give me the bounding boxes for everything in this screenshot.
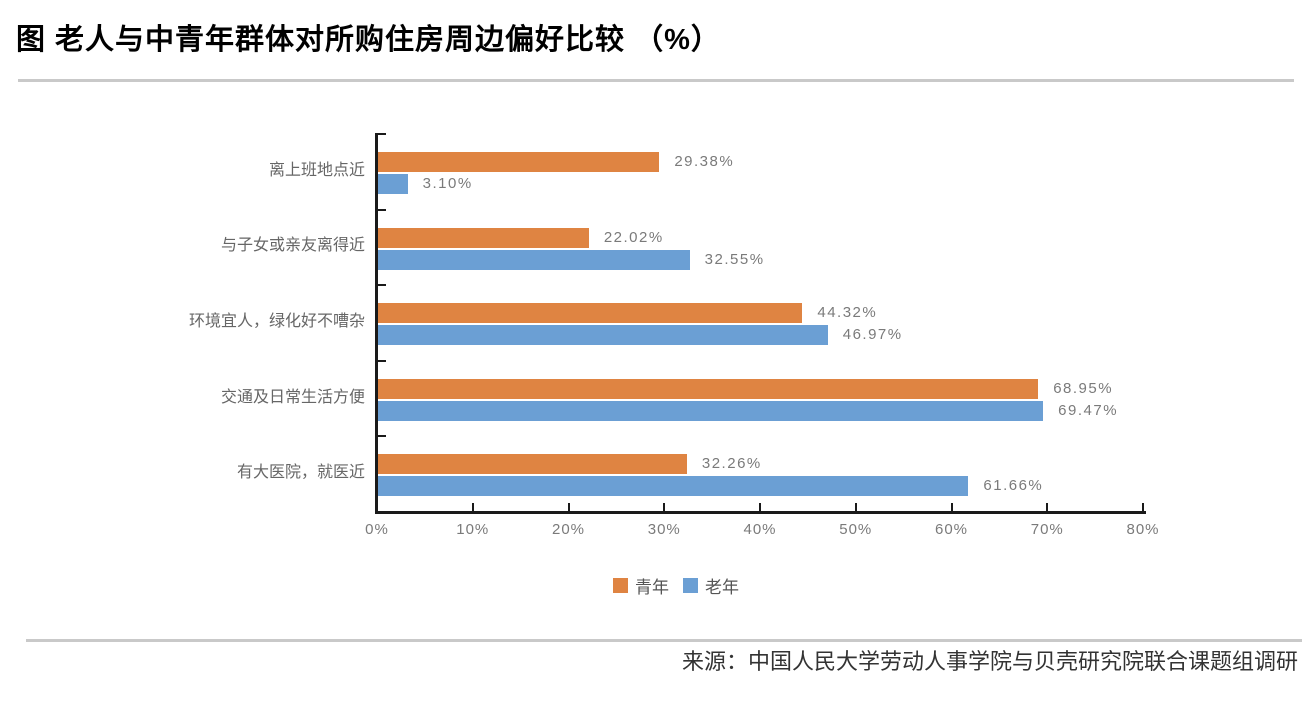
value-label: 68.95% [1053,379,1114,397]
x-axis-tick-label: 0% [365,521,389,538]
x-axis-tick [567,503,570,511]
bar-youth-2 [378,303,803,324]
x-axis-tick [854,503,857,511]
y-axis-tick [378,359,386,362]
x-axis-tick [1046,503,1049,511]
value-label: 32.55% [704,250,765,268]
x-axis-tick [471,503,474,511]
legend-label-youth: 青年 [635,577,669,597]
chart-title: 图 老人与中青年群体对所购住房周边偏好比较 （%） [16,24,721,56]
x-axis-tick-label: 40% [743,521,777,538]
bar-youth-0 [378,152,660,172]
chart-legend: 青年 老年 [36,573,1316,598]
bar-youth-1 [378,227,589,248]
bar-elderly-3 [378,400,1044,421]
value-label: 32.26% [701,455,762,473]
category-label: 交通及日常生活方便 [220,388,365,406]
value-label: 61.66% [983,477,1044,495]
x-axis-line [375,511,1146,514]
category-label: 有大医院，就医近 [236,464,365,482]
bar-youth-4 [378,454,687,475]
legend-item-youth: 青年 [613,573,669,598]
footer-divider [26,639,1302,642]
x-axis-tick-label: 30% [647,521,681,538]
legend-item-elderly: 老年 [683,573,739,598]
x-axis-tick-label: 70% [1030,521,1064,538]
bar-elderly-4 [378,476,969,497]
y-axis-tick [378,435,386,438]
category-label: 离上班地点近 [268,161,365,179]
youth-series-swatch-icon [613,577,628,593]
bar-elderly-0 [378,174,408,194]
x-axis-tick-label: 20% [551,521,586,538]
legend-label-elderly: 老年 [705,577,739,597]
value-label: 29.38% [674,153,735,170]
value-label: 22.02% [603,228,664,246]
x-axis-tick [950,503,953,511]
value-label: 44.32% [817,304,878,322]
bar-youth-3 [378,378,1039,399]
source-note: 来源：中国人民大学劳动人事学院与贝壳研究院联合课题组调研 [681,649,1298,674]
bar-elderly-2 [378,325,828,346]
value-label: 3.10% [422,175,473,192]
x-axis-tick-label: 50% [839,521,873,538]
y-axis-line [375,133,378,514]
x-axis-tick-label: 80% [1126,521,1160,538]
x-axis-tick-label: 10% [456,521,490,538]
category-label: 环境宜人，绿化好不嘈杂 [188,313,365,330]
x-axis-tick [759,503,761,511]
value-label: 69.47% [1058,401,1119,419]
value-label: 46.97% [842,326,903,344]
x-axis-tick [1142,503,1144,511]
y-axis-tick [378,284,386,287]
title-divider [18,79,1294,82]
category-label: 与子女或亲友离得近 [220,237,365,255]
x-axis-tick-label: 60% [934,521,969,538]
x-axis-tick [663,503,666,511]
elderly-series-swatch-icon [683,577,698,593]
y-axis-tick [378,208,386,211]
y-axis-tick [378,133,386,135]
bar-elderly-1 [378,249,690,270]
